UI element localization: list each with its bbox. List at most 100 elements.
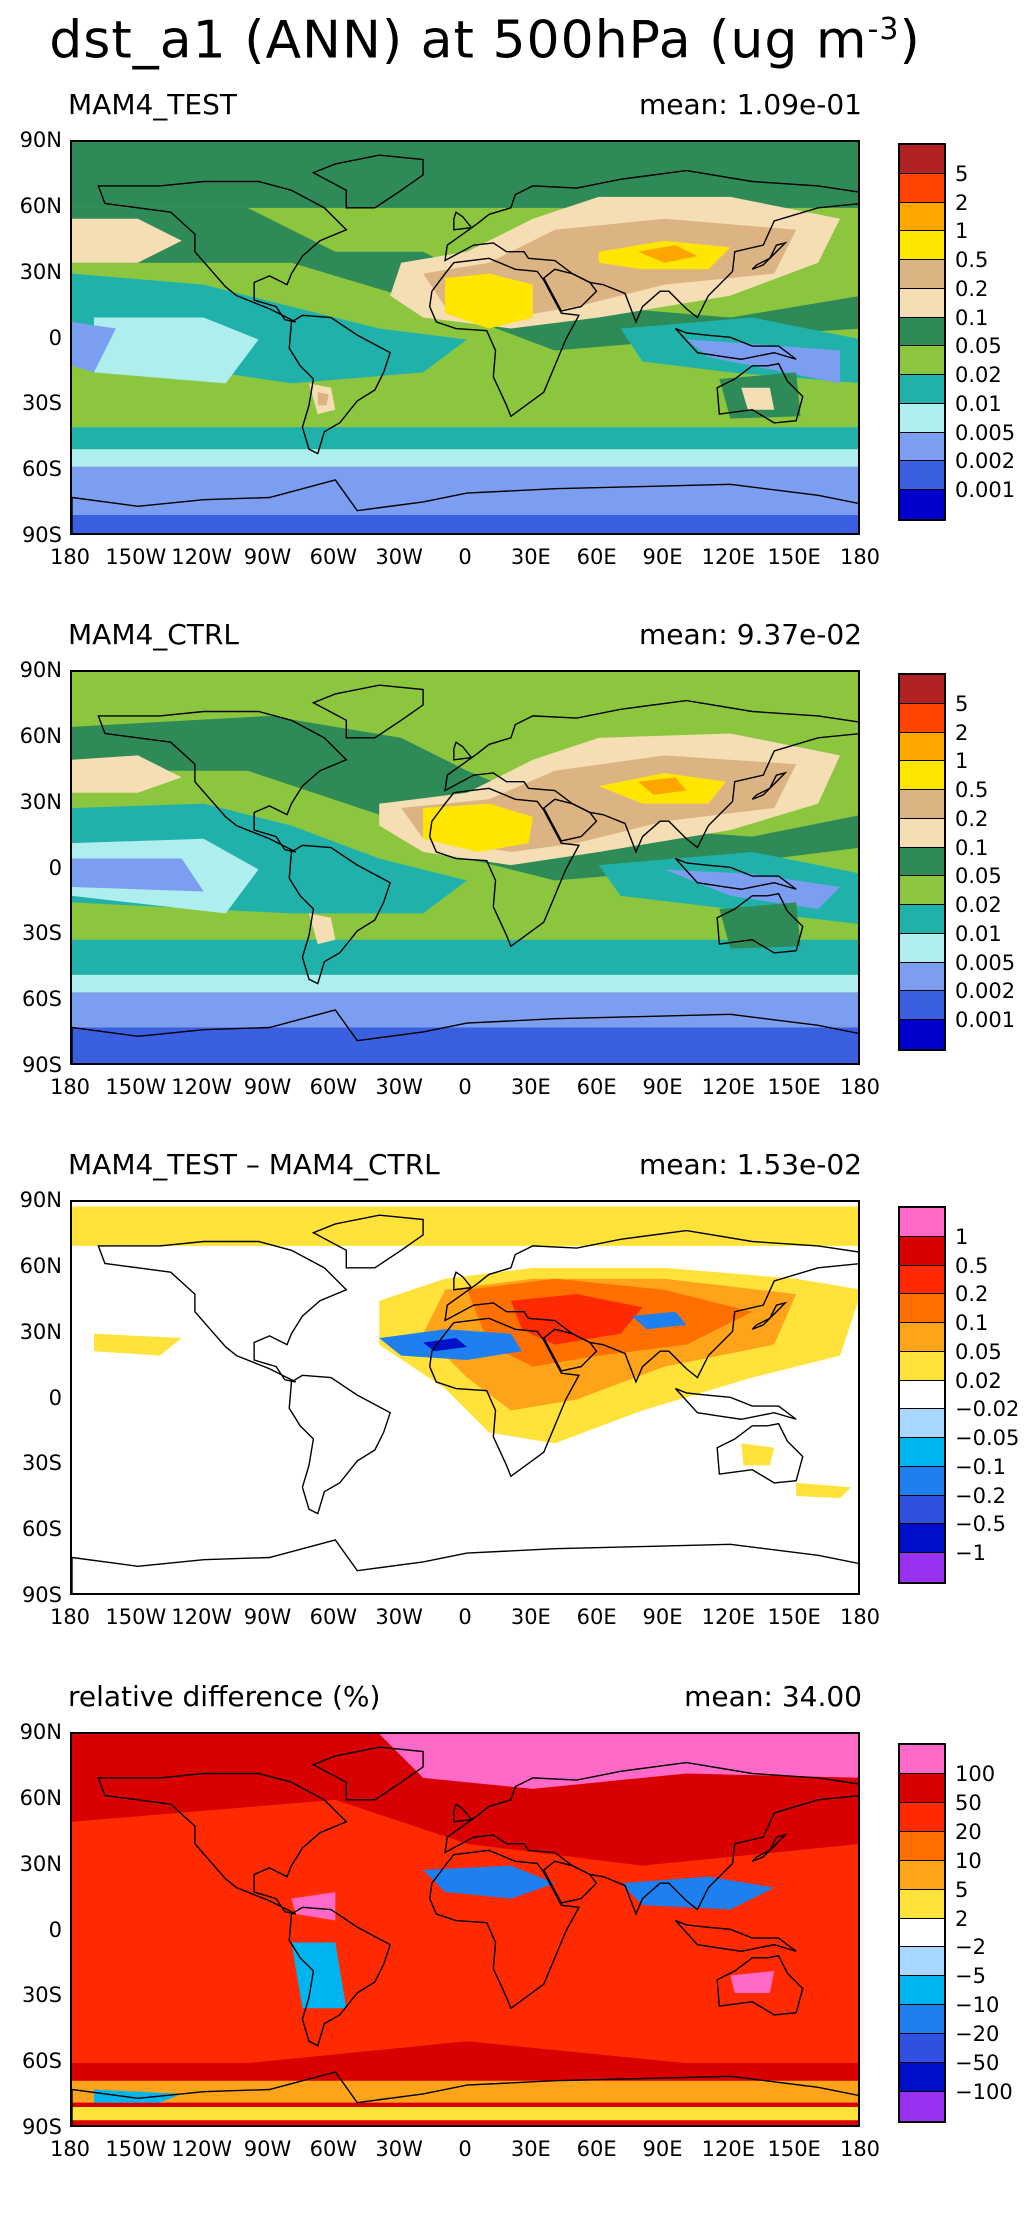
lon-tick-label: 30W <box>375 1075 423 1099</box>
field-contour <box>664 869 841 909</box>
colorbar-swatch <box>900 1802 944 1832</box>
lat-tick-label: 60N <box>19 1253 62 1278</box>
field-contour <box>291 1892 336 1921</box>
field-contour <box>686 339 841 384</box>
colorbar-labels: 100 50 20 10 5 2 −2 −5 −10 −20 −50 −100 <box>955 1745 1027 2121</box>
colorbar-label: 100 <box>955 1761 996 1786</box>
lon-tick-label: 120W <box>171 2137 233 2161</box>
colorbar-label: 0.05 <box>955 334 1002 359</box>
colorbar-swatch <box>900 876 944 906</box>
colorbar-label: 0.01 <box>955 921 1002 946</box>
colorbar-label: 0.1 <box>955 1311 989 1336</box>
coastline-eurasia <box>444 1761 858 1916</box>
coastline-arabia <box>542 798 598 842</box>
lat-tick-label: 0 <box>48 1917 62 1942</box>
lon-tick-label: 120E <box>701 2137 756 2161</box>
colorbar-swatch <box>900 933 944 963</box>
colorbar-label: 0.005 <box>955 420 1016 445</box>
colorbar-swatch <box>900 403 944 433</box>
lat-tick-label: 60S <box>21 2049 62 2074</box>
lon-tick-label: 150E <box>767 545 821 569</box>
lat-tick-label: 60S <box>21 987 62 1012</box>
coastline-indonesia <box>674 1387 797 1420</box>
lon-tick-label: 180 <box>49 2137 91 2161</box>
lon-tick-label: 150E <box>767 1075 821 1099</box>
colorbar-label: −2 <box>955 1935 986 1960</box>
field-contour <box>72 427 858 450</box>
colorbar-swatch <box>900 1438 944 1467</box>
coastline-namerica <box>97 710 348 853</box>
colorbar-swatch <box>900 231 944 261</box>
colorbar-swatch <box>900 1323 944 1352</box>
field-contour <box>423 1865 555 1899</box>
colorbar-swatch <box>900 1351 944 1381</box>
field-contour <box>72 939 858 975</box>
lon-tick-label: 30E <box>510 2137 551 2161</box>
colorbar-label: −0.02 <box>955 1397 1020 1422</box>
lat-tick-label: 60N <box>19 193 62 218</box>
coastline-japan <box>751 771 788 800</box>
colorbar-label: 0.5 <box>955 1253 989 1278</box>
lat-tick-label: 30N <box>19 1851 62 1876</box>
lon-tick-label: 60E <box>576 545 617 569</box>
longitude-axis: 180 150W 120W 90W 60W 30W 0 30E 60E 90E 120E 150E 18… <box>50 545 880 575</box>
map-area <box>70 1732 860 2127</box>
coastline-arabia <box>542 1860 598 1904</box>
colorbar-label: −1 <box>955 1541 986 1566</box>
field-contour <box>72 2107 858 2121</box>
lon-tick-label: 90E <box>642 545 683 569</box>
map-svg <box>72 672 858 1063</box>
colorbar-label: 50 <box>955 1790 982 1815</box>
colorbar-label: −0.2 <box>955 1483 1006 1508</box>
coastline-greenland <box>311 1746 424 1801</box>
lon-tick-label: 150W <box>105 1075 167 1099</box>
colorbar-label: 2 <box>955 720 969 745</box>
coastline-africa <box>428 257 581 418</box>
colorbar-labels: 5 2 1 0.5 0.2 0.1 0.05 0.02 0.01 0.005 0.002 0.001 <box>955 675 1027 1049</box>
colorbar-swatch <box>900 461 944 491</box>
lat-tick-label: 30N <box>19 259 62 284</box>
coastline-eurasia <box>444 169 858 324</box>
colorbar-swatch <box>900 2005 944 2035</box>
coastline-antarctica <box>72 2071 858 2125</box>
lat-tick-label: 90S <box>21 1583 62 1607</box>
colorbar-swatch <box>900 847 944 877</box>
colorbar-label: −100 <box>955 2080 1013 2105</box>
field-contour <box>93 1333 182 1356</box>
latitude-axis: 90N 60N 30N 0 30S 60S 90S <box>0 1720 62 2139</box>
colorbar-label: 0.05 <box>955 1339 1002 1364</box>
lon-tick-label: 90E <box>642 1075 683 1099</box>
lat-tick-label: 0 <box>48 325 62 350</box>
colorbar-swatch <box>900 317 944 347</box>
coastline-samerica <box>288 1906 392 2047</box>
colorbar-label: 0.02 <box>955 363 1002 388</box>
lon-tick-label: 180 <box>839 545 881 569</box>
lat-tick-label: 90N <box>19 1720 62 1744</box>
coastline-uk <box>453 741 473 761</box>
colorbar-swatch <box>900 1294 944 1324</box>
field-contour <box>291 1942 347 2009</box>
panel-mean: mean: 9.37e-02 <box>638 618 862 651</box>
colorbar-swatch <box>900 145 944 174</box>
coastline-africa <box>428 787 581 948</box>
lat-tick-label: 30S <box>21 1983 62 2008</box>
field-contour <box>72 858 204 892</box>
coastline-japan <box>751 241 788 270</box>
coastline-africa <box>428 1317 581 1478</box>
colorbar-label: 1 <box>955 219 969 244</box>
colorbar-swatch <box>900 1745 944 1774</box>
colorbar-label: 0.001 <box>955 478 1016 503</box>
colorbar-swatch <box>900 1409 944 1439</box>
lon-tick-label: 120W <box>171 1605 233 1629</box>
map-panel-test: MAM4_TEST mean: 1.09e-01 90N 60N 30N 0 30S 60S 9… <box>0 88 1027 628</box>
colorbar-swatch <box>900 1831 944 1861</box>
lon-tick-label: 30W <box>375 1605 423 1629</box>
lat-tick-label: 90S <box>21 1053 62 1077</box>
coastline-namerica <box>97 180 348 323</box>
field-contour <box>93 317 259 384</box>
field-contour <box>510 1294 643 1345</box>
latitude-axis: 90N 60N 30N 0 30S 60S 90S <box>0 658 62 1077</box>
colorbar-label: 0.02 <box>955 1368 1002 1393</box>
field-contour <box>72 142 858 208</box>
coastline-uk <box>453 1803 473 1823</box>
